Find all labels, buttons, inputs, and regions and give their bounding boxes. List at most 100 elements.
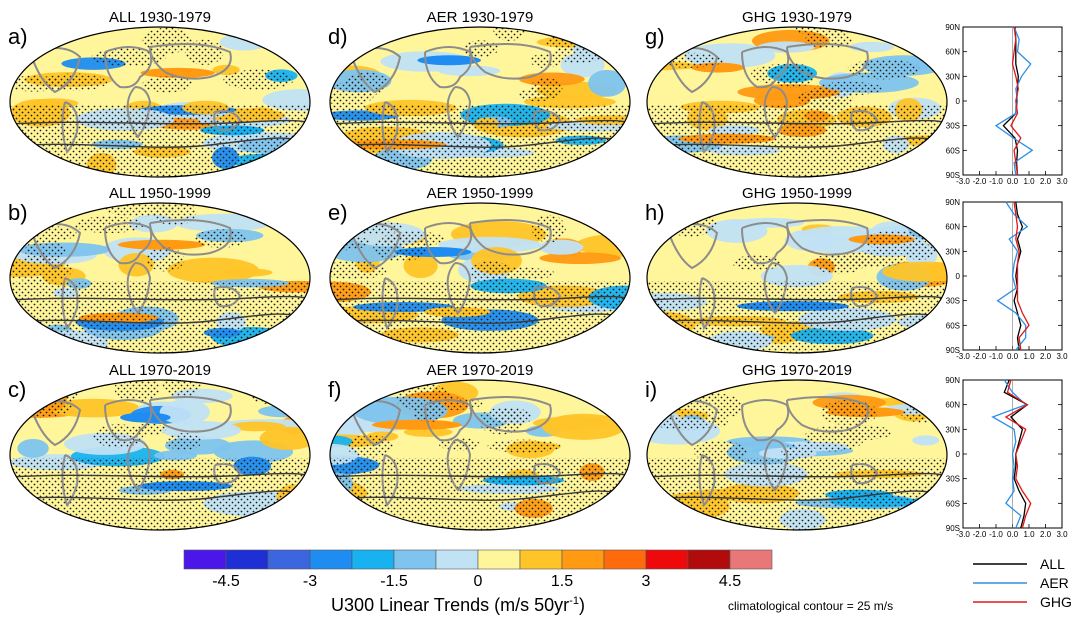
x-tick-label: -2.0 [973, 177, 987, 186]
significance-stipple [530, 53, 561, 69]
climatology-contour [647, 490, 947, 501]
x-tick-label: 0.0 [1007, 177, 1019, 186]
map-panel: ALL 1930-1979 a) [8, 9, 311, 178]
continent-outline [850, 286, 879, 308]
significance-stipple [647, 380, 709, 394]
significance-stipple [652, 414, 729, 431]
significance-stipple [848, 249, 908, 268]
x-tick-label: 3.0 [1056, 530, 1068, 539]
significance-stipple [152, 203, 197, 226]
climatology-contour [10, 313, 310, 324]
significance-stipple [74, 216, 144, 234]
significance-stipple [795, 27, 854, 37]
trend-region [220, 268, 273, 277]
continent-outline [786, 42, 869, 80]
y-tick-label: 90S [946, 524, 960, 533]
climatology-contour [330, 490, 630, 501]
x-tick-label: 0.0 [1007, 530, 1019, 539]
continent-outline [446, 262, 472, 315]
series-line-ghg [1010, 26, 1022, 176]
significance-stipple [518, 88, 556, 102]
significance-stipple [781, 443, 814, 463]
significance-stipple [247, 383, 301, 405]
continent-outline [29, 223, 82, 270]
x-tick-label: -1.0 [989, 530, 1003, 539]
map-title: ALL 1930-1979 [109, 9, 211, 26]
continent-outline [741, 46, 790, 89]
series-line-aer [991, 379, 1027, 529]
map-title: GHG 1970-2019 [742, 362, 852, 379]
colorbar-swatch [225, 549, 269, 570]
continent-outline [469, 42, 552, 80]
trend-region [538, 239, 584, 255]
continent-outline [786, 218, 869, 256]
continent-outline [29, 400, 82, 447]
continent-outline [213, 286, 242, 308]
panel-letter: c) [8, 377, 26, 402]
colorbar-label: U300 Linear Trends (m/s 50yr-1) [331, 595, 585, 615]
x-tick-label: 3.0 [1056, 352, 1068, 361]
y-tick-label: 0 [956, 97, 961, 106]
map-title: AER 1970-2019 [427, 362, 534, 379]
trend-region [330, 337, 394, 348]
trend-region [159, 399, 210, 425]
continent-outline [763, 262, 789, 315]
y-tick-label: 90N [945, 23, 960, 32]
continent-outline [741, 222, 790, 265]
y-tick-label: 60S [946, 499, 960, 508]
x-tick-label: 0.0 [1007, 352, 1019, 361]
colorbar-swatch [351, 549, 395, 570]
y-tick-label: 90N [945, 376, 960, 385]
continent-outline [29, 47, 82, 94]
continent-outline [149, 42, 232, 80]
trend-region [330, 322, 362, 338]
significance-stipple [10, 257, 74, 282]
colorbar-tick-label: 4.5 [719, 573, 741, 590]
significance-stipple [864, 230, 927, 252]
y-tick-label: 30S [946, 122, 960, 131]
map-border [646, 379, 948, 531]
significance-stipple [330, 458, 630, 530]
x-tick-label: -1.0 [989, 177, 1003, 186]
map-panel: ALL 1950-1999 b) [8, 185, 311, 354]
significance-stipple [93, 424, 144, 448]
trend-region [539, 252, 621, 265]
climatology-contour [330, 313, 630, 324]
continent-outline [850, 463, 879, 485]
y-tick-label: 60S [946, 146, 960, 155]
panel-letter: b) [8, 200, 28, 225]
map-panel: GHG 1970-2019 i) [645, 362, 948, 531]
significance-stipple [330, 260, 387, 280]
x-tick-label: 3.0 [1056, 177, 1068, 186]
trend-region [17, 438, 49, 458]
continent-outline [126, 439, 152, 492]
continent-outline [126, 86, 152, 139]
trend-region [417, 55, 481, 66]
climatology-contour [10, 137, 310, 148]
significance-stipple [847, 59, 920, 80]
x-tick-label: 2.0 [1040, 530, 1052, 539]
profile-panel: 90S 60S 30S 0 30N 60N 90N -3.0 -2.0 -1.0 0.0 1.0 2.0… [945, 23, 1068, 186]
climatology-contour [647, 137, 947, 148]
panel-letter: g) [645, 24, 665, 49]
colorbar-tick-label: 0 [474, 573, 483, 590]
legend-label: GHG [1040, 594, 1072, 610]
map-border [646, 26, 948, 178]
map-panel: GHG 1950-1999 h) [645, 185, 948, 354]
map-title: AER 1930-1979 [427, 9, 534, 26]
significance-stipple [91, 48, 167, 67]
series-line-ghg [1013, 201, 1030, 351]
y-tick-label: 30S [946, 297, 960, 306]
x-tick-label: -3.0 [956, 177, 970, 186]
continent-outline [666, 223, 719, 270]
map-panel: ALL 1970-2019 c) [8, 362, 311, 531]
map-border [329, 26, 631, 178]
map-title: GHG 1930-1979 [742, 9, 852, 26]
continent-outline [149, 218, 232, 256]
continent-outline [469, 218, 552, 256]
colorbar-swatch [729, 549, 773, 570]
x-tick-label: -2.0 [973, 530, 987, 539]
significance-stipple [10, 75, 62, 92]
profile-panel: 90S 60S 30S 0 30N 60N 90N -3.0 -2.0 -1.0 0.0 1.0 2.0… [945, 376, 1068, 539]
significance-stipple [647, 281, 947, 353]
